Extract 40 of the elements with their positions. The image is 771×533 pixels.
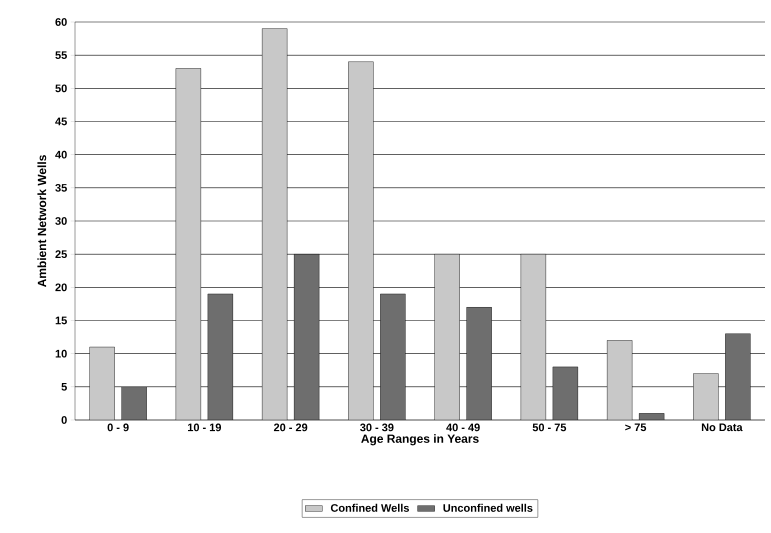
x-tick-label: > 75 [625, 424, 646, 432]
x-tick-label: 0 - 9 [108, 424, 129, 432]
y-tick-label: 30 [55, 217, 67, 225]
bar [348, 62, 374, 420]
bar [552, 366, 578, 420]
y-tick-label: 60 [55, 18, 67, 26]
bar [121, 386, 147, 420]
bar [466, 307, 492, 420]
bar [520, 254, 546, 420]
y-tick-label: 55 [55, 51, 67, 59]
bar [262, 28, 288, 420]
x-tick-label: 10 - 19 [188, 424, 222, 432]
x-tick-label: 30 - 39 [360, 424, 394, 432]
bar [434, 254, 460, 420]
y-tick-label: 25 [55, 250, 67, 258]
legend-label: Unconfined wells [443, 504, 532, 512]
y-tick-label: 40 [55, 150, 67, 159]
legend-label: Confined Wells [330, 504, 409, 512]
bar [693, 373, 719, 420]
y-tick-label: 35 [55, 184, 67, 192]
bar [606, 340, 632, 420]
bar [294, 254, 320, 420]
bar [380, 294, 406, 420]
x-axis-title: Age Ranges in Years [361, 434, 479, 446]
x-tick-label: 50 - 75 [532, 424, 566, 432]
y-tick-label: 20 [55, 283, 67, 292]
y-axis-title: Ambient Network Wells [37, 155, 46, 288]
y-tick-label: 50 [55, 84, 67, 92]
y-tick-label: 15 [56, 316, 67, 324]
x-tick-label: 20 - 29 [274, 424, 308, 432]
y-tick-label: 5 [61, 383, 67, 391]
bar [176, 68, 202, 420]
x-tick-label: 40 - 49 [446, 424, 480, 432]
y-tick-label: 45 [55, 118, 67, 126]
bar [89, 346, 115, 420]
x-tick-label: No Data [702, 424, 743, 432]
y-tick-label: 0 [62, 416, 67, 424]
bar [208, 294, 234, 420]
y-tick-label: 10 [56, 350, 67, 358]
bar [725, 334, 751, 420]
